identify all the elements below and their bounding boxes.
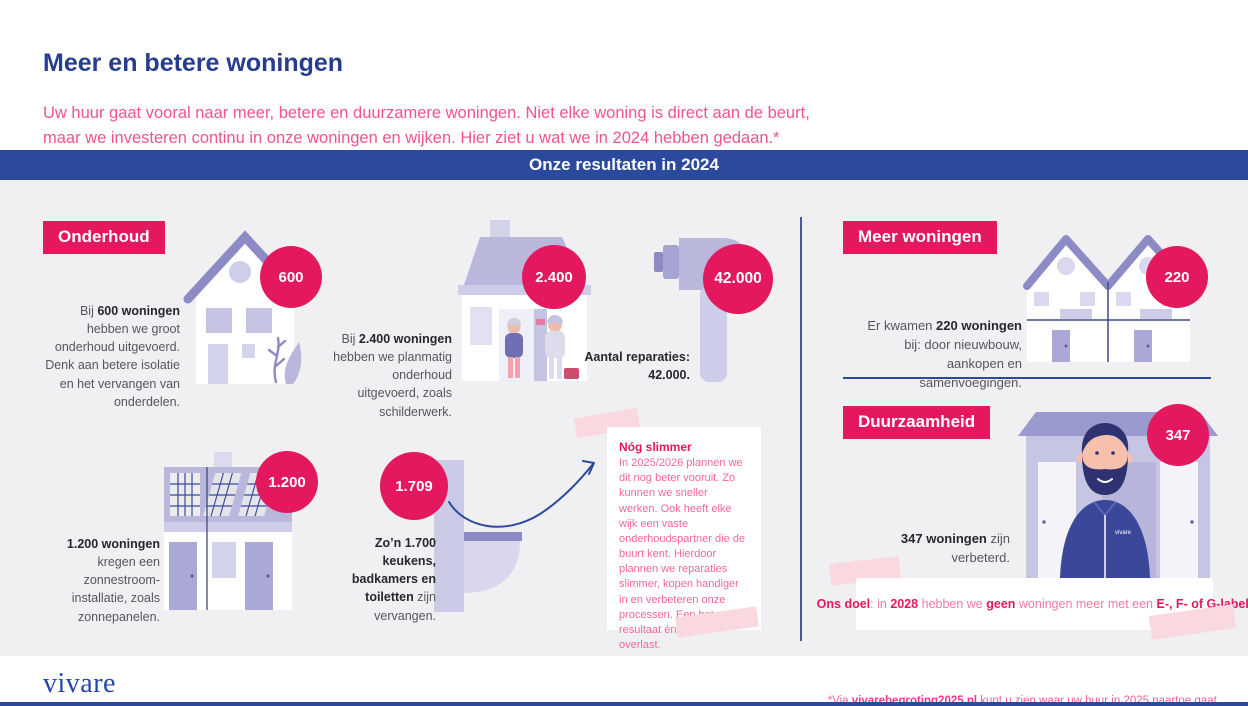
solar-house-icon [164, 452, 292, 610]
stat-vervangen: Zo’n 1.700 keukens, badkamers en toilett… [338, 534, 436, 625]
stat-reparaties: Aantal reparaties: 42.000. [580, 348, 690, 384]
tag-meer-woningen-label: Meer woningen [858, 227, 982, 246]
results-banner: Onze resultaten in 2024 [0, 150, 1248, 180]
badge-42000: 42.000 [703, 244, 773, 314]
text-segment: Bij [341, 332, 359, 346]
text-segment: zijn verbeterd. [951, 531, 1010, 565]
text-segment: bij: door nieuwbouw, aankopen en samenvo… [904, 336, 1022, 390]
badge-600: 600 [260, 246, 322, 308]
text-segment: kunt u zien waar uw huur in 2025 naartoe… [977, 694, 1220, 706]
text-segment: zijn vervangen. [374, 590, 436, 623]
badge-347-value: 347 [1165, 426, 1191, 444]
goal-box: Ons doel: in 2028 hebben we geen woninge… [817, 578, 1248, 630]
tag-onderhoud-label: Onderhoud [58, 227, 150, 246]
text-segment: : in [870, 597, 891, 611]
text-segment-bold: Aantal reparaties: 42.000. [584, 350, 690, 383]
badge-1200-value: 1.200 [268, 473, 306, 491]
footer-link[interactable]: vivarebegroting2025.nl [851, 694, 978, 706]
badge-42000-value: 42.000 [714, 270, 762, 287]
tag-duurzaamheid: Duurzaamheid [843, 406, 991, 439]
stat-planmatig-onderhoud: Bij 2.400 woningen hebben we planmatig o… [330, 330, 452, 421]
toilet-icon [434, 460, 522, 612]
tag-onderhoud: Onderhoud [43, 221, 165, 254]
text-segment: hebben we planmatig onderhoud uitgevoerd… [333, 350, 452, 419]
footer-note: *Via vivarebegroting2025.nl kunt u zien … [828, 695, 1220, 706]
text-segment-bold: 347 woningen [900, 531, 987, 546]
tag-duurzaamheid-label: Duurzaamheid [858, 412, 976, 431]
vivare-logo: vivare [43, 668, 116, 699]
badge-1200: 1.200 [256, 451, 318, 513]
badge-220: 220 [1146, 246, 1208, 308]
text-segment-bold: Ons doel [816, 597, 871, 611]
text-segment-bold: geen [986, 597, 1016, 611]
text-segment: woningen meer met een [1015, 597, 1157, 611]
text-segment: hebben we [918, 597, 987, 611]
text-segment-bold: 2028 [890, 597, 919, 611]
text-segment: *Via [827, 694, 852, 706]
text-segment: kregen een zonnestroom-installatie, zoal… [71, 555, 160, 624]
stat-groot-onderhoud: Bij 600 woningen hebben we groot onderho… [40, 302, 180, 411]
badge-1709: 1.709 [380, 452, 448, 520]
text-segment-bold: 600 woningen [97, 304, 180, 318]
badge-2400-value: 2.400 [535, 268, 573, 286]
text-segment-bold: 2.400 woningen [358, 332, 452, 346]
note-title: Nóg slimmer [619, 440, 692, 454]
tag-meer-woningen: Meer woningen [843, 221, 997, 254]
horizontal-divider [843, 377, 1211, 379]
page-title: Meer en betere woningen [43, 48, 344, 77]
stat-meer-woningen: Er kwamen 220 woningen bij: door nieuwbo… [854, 317, 1022, 392]
worker-icon: vivare [1018, 412, 1218, 578]
svg-text:vivare: vivare [1115, 530, 1132, 536]
badge-347: 347 [1147, 404, 1209, 466]
text-segment-bold: 220 woningen [936, 318, 1022, 333]
stat-zonnestroom: 1.200 woningen kregen een zonnestroom-in… [36, 535, 160, 626]
page-subtitle: Uw huur gaat vooral naar meer, betere en… [43, 103, 810, 148]
text-segment-bold: 1.200 woningen [66, 537, 160, 551]
note-nog-slimmer: Nóg slimmer In 2025/2026 plannen we dit … [607, 427, 761, 651]
house-icon [183, 230, 307, 384]
text-segment: Bij [79, 304, 98, 318]
vertical-divider [800, 217, 802, 641]
text-segment: hebben we groot onderhoud uitgevoerd. De… [45, 322, 180, 409]
results-banner-label: Onze resultaten in 2024 [529, 155, 719, 174]
badge-220-value: 220 [1164, 268, 1190, 286]
text-segment: Er kwamen [867, 318, 937, 333]
badge-600-value: 600 [278, 268, 304, 286]
text-segment-bold: Zo’n 1.700 keukens, badkamers en toilett… [351, 536, 436, 605]
badge-1709-value: 1.709 [395, 477, 433, 495]
bottom-accent-bar [0, 702, 1248, 706]
stat-duurzaamheid: 347 woningen zijn verbeterd. [846, 530, 1010, 568]
badge-2400: 2.400 [522, 245, 586, 309]
arrow-icon [448, 460, 595, 528]
